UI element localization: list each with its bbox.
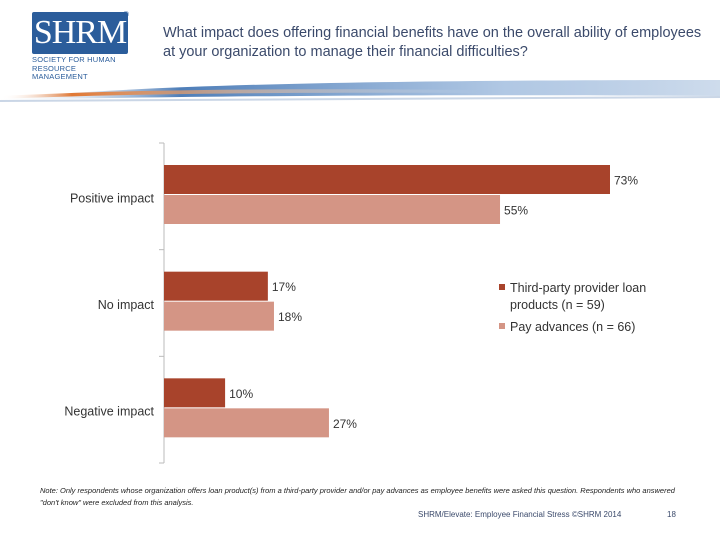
slide-title: What impact does offering financial bene…: [163, 25, 702, 60]
chart-bars: [164, 165, 610, 438]
legend-swatch: [499, 323, 505, 329]
bar-pay-advance-0: [164, 195, 501, 224]
page-number: 18: [667, 510, 676, 519]
legend-label: Third-party provider loan: [510, 281, 646, 295]
bar-loan-2: [164, 378, 226, 408]
bar-pay-advance-2: [164, 408, 329, 438]
logo-subtitle-line2: Resource Management: [32, 63, 88, 81]
legend-label: Pay advances (n = 66): [510, 320, 635, 334]
banner-orange-wave: [0, 89, 480, 99]
logo-subtitle: Society for Human Resource Management: [32, 55, 132, 82]
chart-axis: [159, 142, 165, 464]
chart-legend: Third-party provider loan products (n = 5…: [499, 281, 646, 334]
value-label: 10%: [229, 387, 253, 401]
category-label: Negative impact: [64, 405, 154, 419]
value-label: 73%: [614, 174, 638, 188]
chart-labels: 73% 55% Positive impact 17% 18% No impact 10% 2…: [64, 174, 638, 431]
logo-letters: SHRM: [33, 14, 127, 51]
bar-loan-0: [164, 165, 610, 194]
legend-label: products (n = 59): [510, 298, 605, 312]
banner-shadow: [0, 96, 720, 102]
decorative-banner: [0, 80, 720, 102]
category-label: Positive impact: [70, 191, 155, 205]
legend-swatch: [499, 284, 505, 290]
value-label: 17%: [272, 280, 296, 294]
bar-pay-advance-1: [164, 301, 274, 331]
value-label: 18%: [278, 310, 302, 324]
logo-registered-mark: ®: [123, 10, 129, 19]
bar-loan-1: [164, 271, 268, 301]
footnote: Note: Only respondents whose organizatio…: [40, 486, 675, 507]
shrm-logo: SHRM ® Society for Human Resource Manage…: [32, 10, 132, 82]
category-label: No impact: [98, 298, 155, 312]
logo-box: [32, 12, 128, 54]
logo-subtitle-line1: Society for Human: [32, 55, 116, 64]
footer-source: SHRM/Elevate: Employee Financial Stress …: [418, 510, 622, 519]
value-label: 27%: [333, 417, 357, 431]
value-label: 55%: [504, 204, 528, 218]
